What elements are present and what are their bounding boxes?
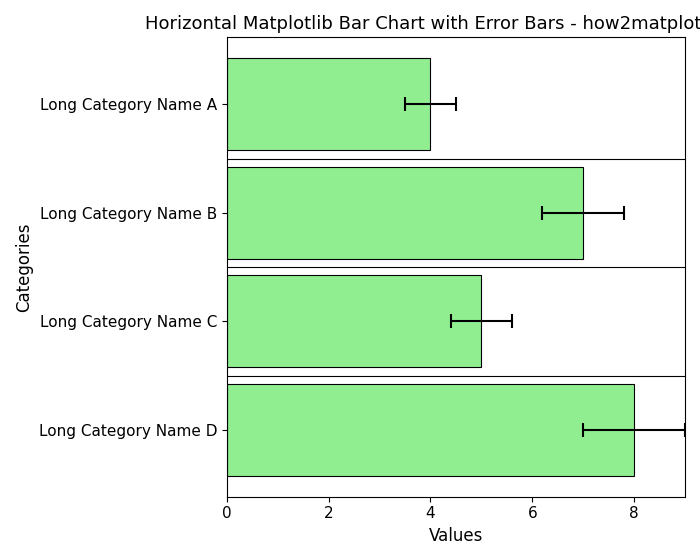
Bar <box>227 167 583 259</box>
Bar <box>227 275 482 367</box>
Title: Horizontal Matplotlib Bar Chart with Error Bars - how2matplotlib.com: Horizontal Matplotlib Bar Chart with Err… <box>145 15 700 33</box>
Bar <box>227 384 634 476</box>
X-axis label: Values: Values <box>428 527 483 545</box>
Bar <box>227 58 430 151</box>
Y-axis label: Categories: Categories <box>15 222 33 312</box>
